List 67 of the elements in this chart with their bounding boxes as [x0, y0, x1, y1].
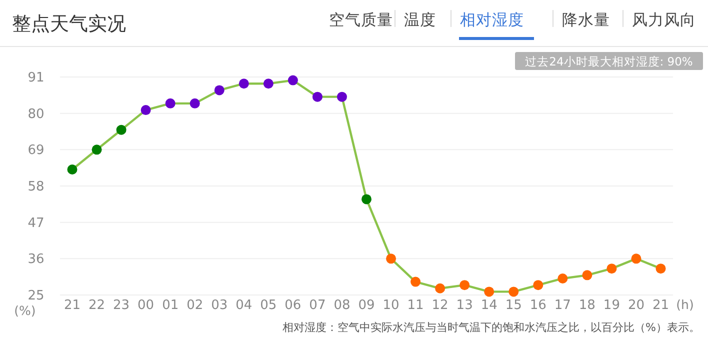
x-tick-label: 21 [64, 298, 81, 313]
point [67, 164, 78, 174]
x-tick-label: 05 [260, 298, 277, 313]
point [606, 264, 617, 274]
x-tick-label: 21 [652, 298, 670, 313]
text: 相对湿度 [460, 11, 524, 29]
x-tick-label: 06 [284, 298, 302, 313]
x-tick-label: 12 [432, 298, 448, 313]
x-tick-label: 22 [88, 298, 106, 313]
point [508, 286, 519, 297]
point [410, 276, 421, 287]
point [312, 92, 322, 102]
point [116, 124, 126, 135]
point [656, 264, 666, 274]
x-tick-label: 02 [186, 298, 204, 313]
text: 过去24小时最大相对湿度: 90% [525, 54, 693, 68]
y-tick-label: 58 [28, 180, 44, 194]
x-tick-label: 08 [334, 298, 350, 313]
text: 温度 [404, 11, 436, 29]
point [533, 280, 544, 290]
text: 降水量 [562, 11, 610, 29]
y-tick-label: 69 [28, 143, 44, 158]
x-tick-label: 14 [480, 298, 498, 313]
y-axis-title: (%) [14, 303, 36, 318]
point [288, 75, 298, 86]
y-tick-label: 36 [28, 252, 44, 268]
x-tick-label: 20 [628, 298, 644, 313]
point [165, 98, 176, 108]
x-tick-label: 04 [236, 298, 252, 313]
y-tick-label: 80 [28, 106, 44, 122]
point [336, 92, 347, 102]
x-tick-label: 18 [578, 298, 596, 313]
point [484, 286, 494, 297]
x-tick-label: 23 [113, 298, 130, 313]
point [263, 78, 274, 89]
text: 风力风向 [632, 11, 696, 29]
x-tick-label: 07 [309, 298, 326, 313]
x-tick-label: 10 [382, 298, 400, 313]
x-axis-title: (h) [676, 297, 694, 312]
chart-title: 整点天气实况 [12, 13, 126, 35]
x-tick-label: 17 [554, 298, 571, 313]
x-tick-label: 01 [162, 298, 179, 313]
x-tick-label: 03 [211, 298, 228, 313]
y-tick-label: 91 [28, 70, 44, 86]
x-tick-label: 00 [138, 298, 154, 313]
y-tick-label: 47 [28, 216, 44, 231]
point [558, 273, 568, 284]
x-tick-label: 09 [358, 298, 375, 313]
x-tick-label: 19 [603, 298, 620, 313]
point [386, 254, 396, 264]
point [238, 78, 249, 89]
point [214, 85, 224, 96]
text: 相对湿度：空气中实际水汽压与当时气温下的饱和水汽压之比，以百分比（%）表示。 [282, 321, 700, 334]
point [190, 98, 200, 108]
x-tick-label: 11 [407, 298, 424, 313]
point [631, 254, 642, 264]
point [435, 283, 446, 294]
point [582, 270, 592, 280]
text: 空气质量 [329, 11, 393, 29]
point [460, 280, 470, 290]
x-tick-label: 13 [456, 298, 473, 313]
y-tick-label: 25 [28, 288, 44, 304]
point [140, 105, 151, 116]
x-tick-label: 15 [505, 298, 522, 313]
point [92, 144, 102, 155]
x-tick-label: 16 [530, 298, 546, 313]
point [362, 194, 372, 204]
